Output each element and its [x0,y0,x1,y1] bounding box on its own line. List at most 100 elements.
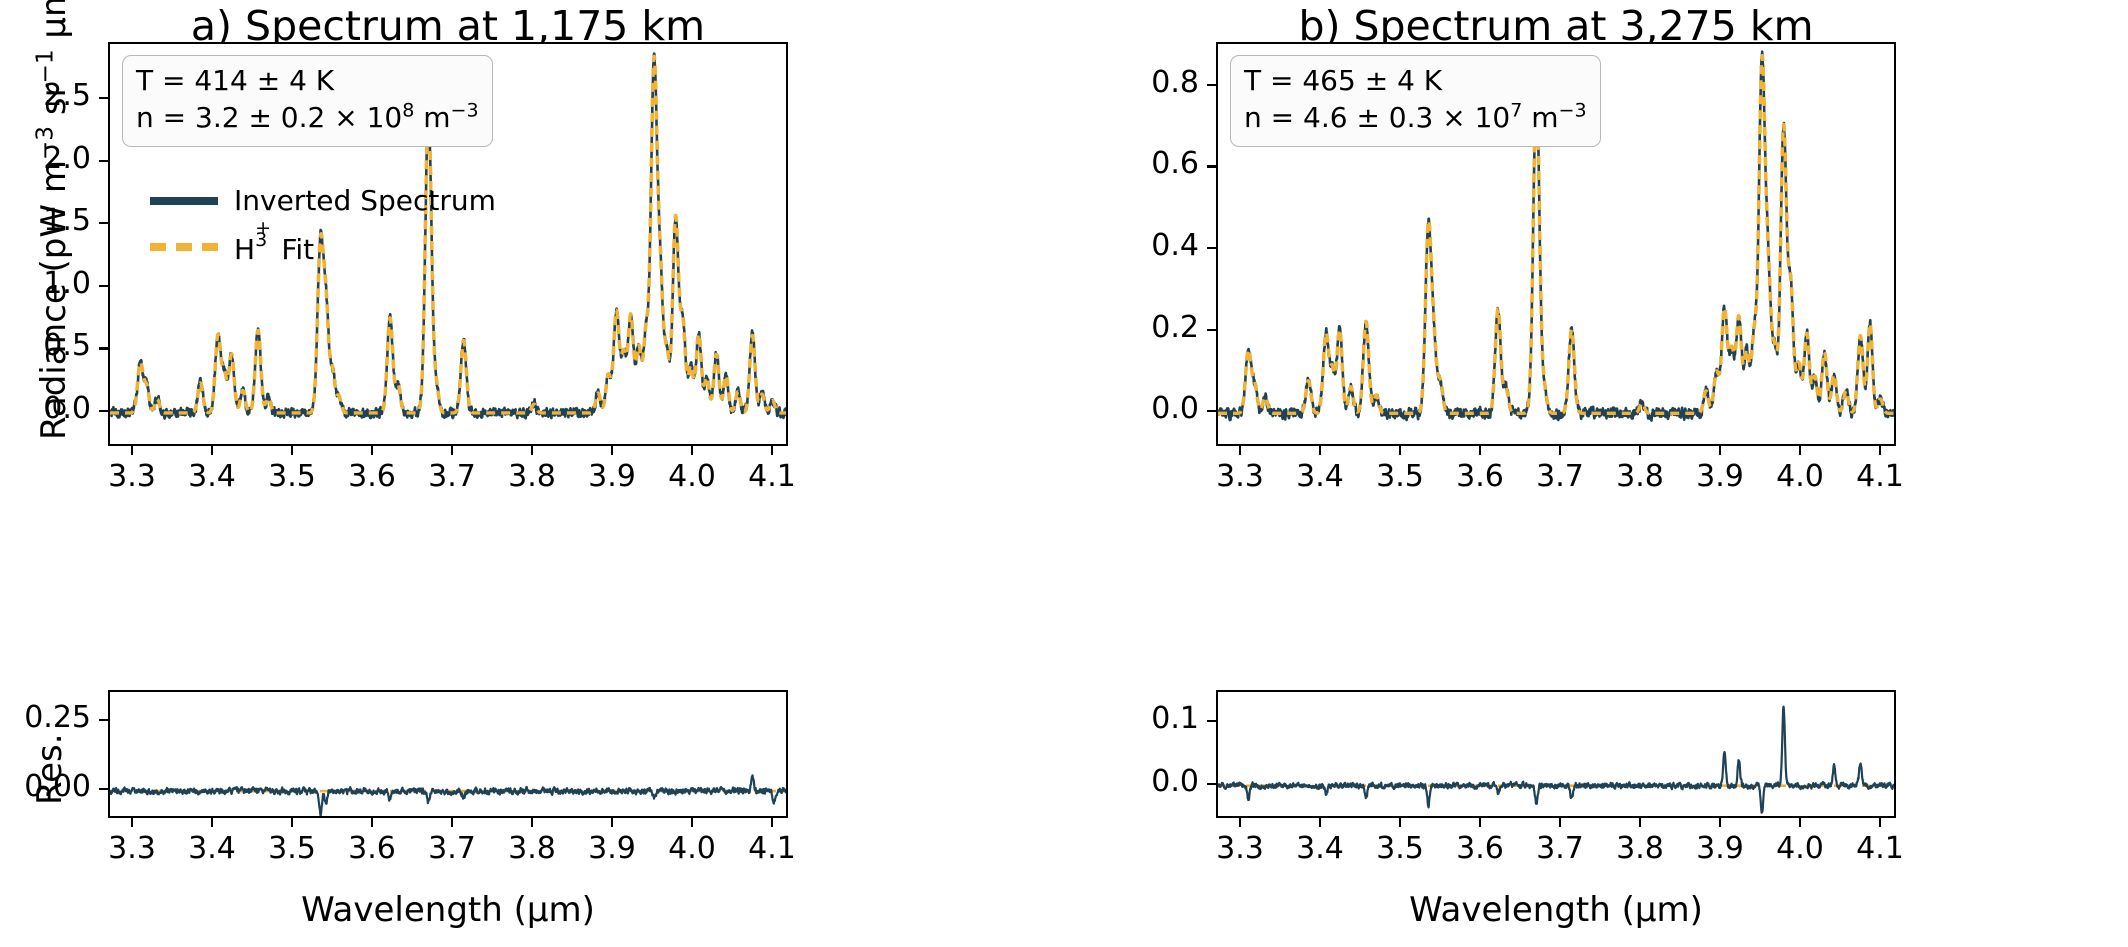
x-tick-mark [610,818,614,827]
y-tick-mark [99,347,108,350]
y-tick-label: 0.25 [24,700,91,736]
x-tick-mark [690,446,694,455]
panel-a-xaxis-title: Wavelength (µm) [301,890,595,930]
x-tick-mark [1558,818,1562,827]
y-tick-mark [1207,410,1216,413]
y-tick-label: 0.5 [43,328,91,364]
y-tick-mark [99,222,108,225]
y-tick-mark [1207,165,1216,168]
x-tick-label: 3.5 [1376,459,1424,494]
x-tick-label: 3.8 [1616,831,1664,866]
y-tick-label: 0.00 [24,769,91,805]
x-tick-label: 3.3 [1216,459,1264,494]
x-tick-label: 3.5 [268,831,316,866]
y-tick-mark [1207,83,1216,86]
x-tick-mark [690,818,694,827]
legend-entry-inverted: Inverted Spectrum [150,178,496,224]
x-tick-label: 3.9 [588,459,636,494]
legend-entry-fit: H +3 Fit [150,216,496,270]
x-tick-label: 3.7 [1536,831,1584,866]
panel-b-xaxis-title: Wavelength (µm) [1409,890,1703,930]
panel-a-residual-axes [108,690,788,818]
x-tick-label: 3.4 [188,831,236,866]
legend-line-fit-icon [150,243,218,251]
x-tick-label: 3.6 [348,459,396,494]
legend-label-fit: H +3 Fit [234,216,315,266]
x-tick-mark [610,446,614,455]
x-tick-label: 3.3 [108,831,156,866]
x-tick-label: 3.7 [1536,459,1584,494]
panel-a-density: n = 3.2 ± 0.2 × 108 m−3 [136,99,479,134]
legend-line-inverted-icon [150,197,218,205]
x-tick-mark [210,818,214,827]
y-tick-label: 0.0 [1151,763,1199,799]
x-tick-mark [370,446,374,455]
y-tick-mark [99,159,108,162]
x-tick-mark [1318,446,1322,455]
x-tick-label: 3.3 [1216,831,1264,866]
y-tick-label: 0.1 [1151,701,1199,737]
y-tick-mark [1207,720,1216,723]
x-tick-label: 4.1 [1856,459,1904,494]
x-tick-mark [1718,446,1722,455]
y-tick-label: 0.6 [1151,146,1199,182]
x-tick-mark [1398,446,1402,455]
x-tick-label: 3.9 [1696,459,1744,494]
x-tick-label: 3.8 [1616,459,1664,494]
x-tick-mark [530,446,534,455]
x-tick-mark [1878,818,1882,827]
x-tick-label: 3.5 [268,459,316,494]
y-tick-label: 0.8 [1151,64,1199,100]
y-tick-mark [1207,782,1216,785]
fit-curve-overlay [1218,53,1894,416]
x-tick-label: 4.0 [668,459,716,494]
y-tick-label: 0.2 [1151,309,1199,345]
x-tick-mark [1798,446,1802,455]
panel-a-legend: Inverted Spectrum H +3 Fit [150,178,496,270]
x-tick-label: 4.0 [1776,459,1824,494]
inverted-spectrum-curve [1218,705,1894,814]
x-tick-mark [1238,818,1242,827]
panel-b-temperature: T = 465 ± 4 K [1244,64,1443,97]
x-tick-mark [130,446,134,455]
x-tick-label: 4.0 [1776,831,1824,866]
x-tick-label: 3.9 [588,831,636,866]
y-tick-label: 0.0 [1151,391,1199,427]
x-tick-label: 4.1 [748,831,796,866]
x-tick-label: 4.1 [748,459,796,494]
x-tick-label: 3.4 [1296,459,1344,494]
panel-a-stats-box: T = 414 ± 4 K n = 3.2 ± 0.2 × 108 m−3 [122,55,493,147]
x-tick-label: 3.4 [188,459,236,494]
panel-b-density: n = 4.6 ± 0.3 × 107 m−3 [1244,99,1587,134]
y-tick-mark [99,97,108,100]
x-tick-mark [450,446,454,455]
x-tick-mark [210,446,214,455]
yaxis-title-radiance: Radiance (pW m−3 sr−1 µm−1) [32,0,74,440]
x-tick-mark [450,818,454,827]
y-tick-mark [1207,246,1216,250]
x-tick-label: 3.8 [508,831,556,866]
x-tick-mark [370,818,374,827]
legend-label-inverted: Inverted Spectrum [234,184,496,217]
y-tick-label: 2.5 [43,78,91,114]
x-tick-label: 3.7 [428,459,476,494]
x-tick-mark [1798,818,1802,827]
y-tick-mark [1207,328,1216,331]
x-tick-mark [530,818,534,827]
y-tick-mark [99,284,108,287]
y-tick-mark [99,787,108,791]
panel-b-residual-axes [1216,690,1896,818]
inverted-spectrum-curve [110,52,786,420]
x-tick-mark [770,446,774,455]
panel-a-temperature: T = 414 ± 4 K [136,64,335,97]
x-tick-label: 3.6 [1456,459,1504,494]
x-tick-label: 3.7 [428,831,476,866]
x-tick-label: 4.1 [1856,831,1904,866]
y-tick-mark [99,719,108,722]
x-tick-mark [1558,446,1562,455]
x-tick-mark [1478,818,1482,827]
x-tick-mark [1638,818,1642,827]
y-tick-label: 2.0 [43,140,91,176]
x-tick-mark [1638,446,1642,455]
